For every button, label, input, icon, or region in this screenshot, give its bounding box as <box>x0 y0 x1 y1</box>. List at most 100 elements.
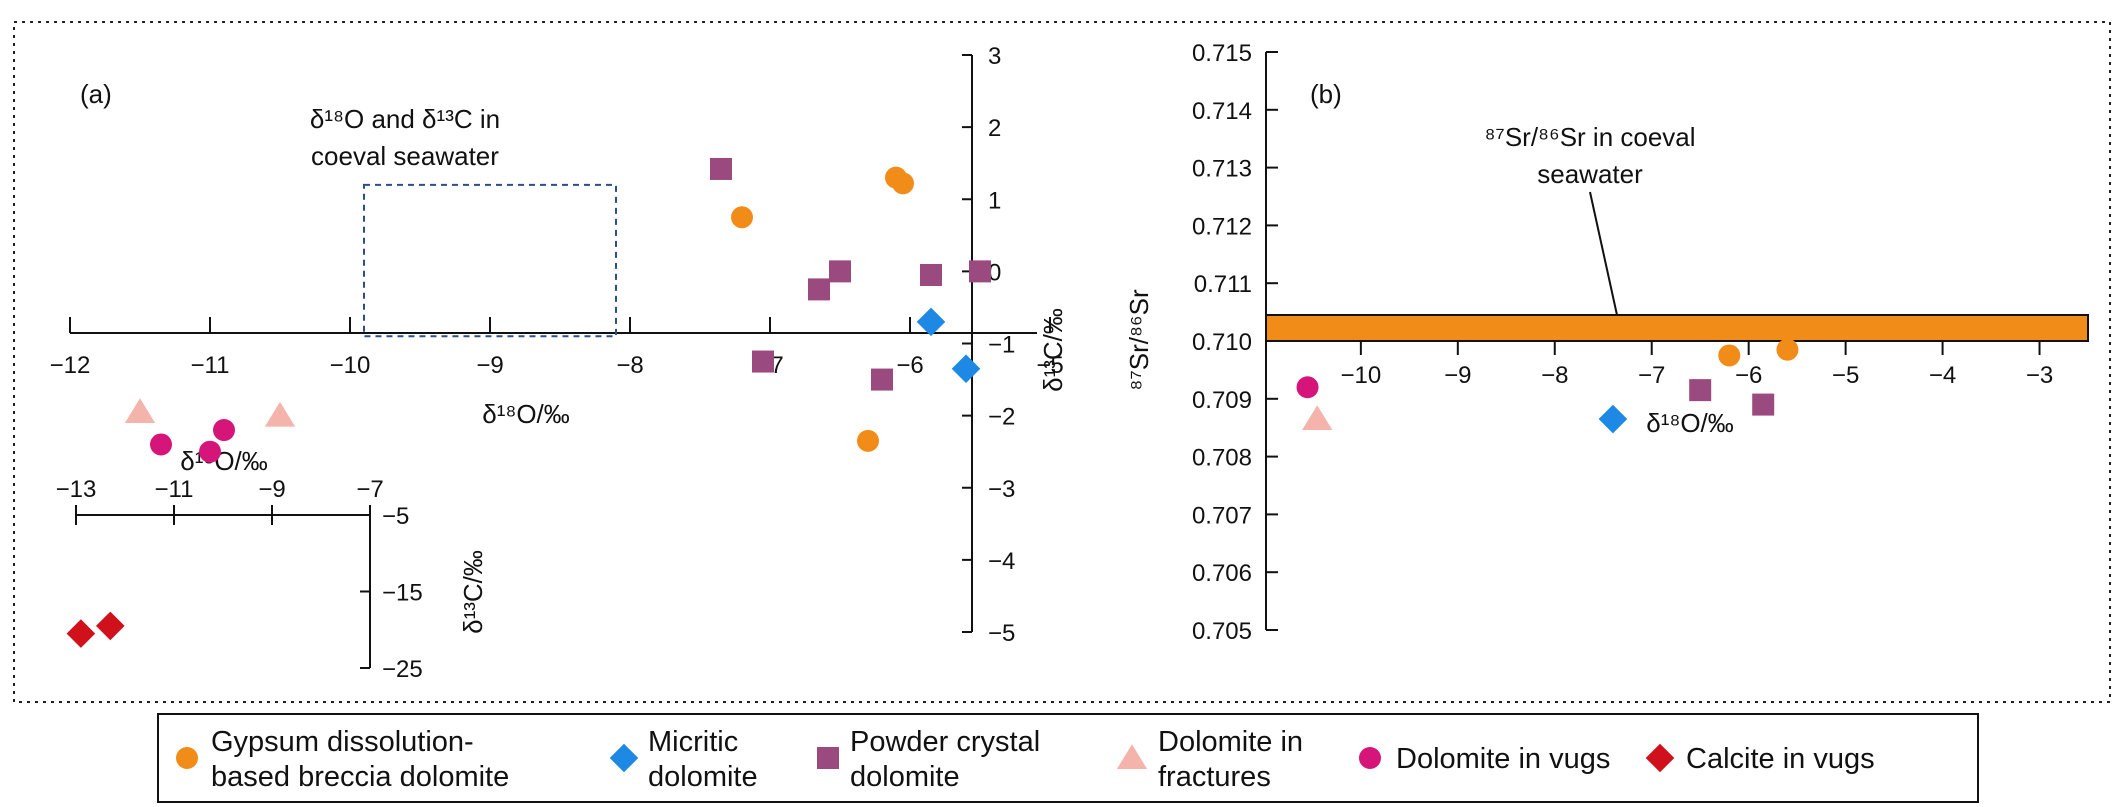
panel-b-data-point <box>1302 405 1333 431</box>
inset-y-tick-label: −15 <box>382 580 423 607</box>
legend-label: Gypsum dissolution- <box>211 726 474 758</box>
legend-label: fractures <box>1158 761 1271 793</box>
panel-b-y-tick-label: 0.706 <box>1192 560 1252 587</box>
legend-marker <box>817 747 839 769</box>
panel-a-data-point <box>969 260 991 283</box>
legend-label: Dolomite in <box>1158 726 1303 758</box>
panel-a-label: (a) <box>80 79 112 109</box>
panel-a-data-point <box>920 263 942 286</box>
panel-b-y-tick-label: 0.712 <box>1192 213 1252 240</box>
panel-a-x-tick-label: −6 <box>896 352 923 379</box>
inset-data-point <box>96 611 125 641</box>
panel-a-data-point <box>213 419 235 442</box>
inset-x-tick-label: −13 <box>56 476 97 503</box>
panel-b-data-point <box>1776 338 1799 361</box>
legend-marker <box>176 747 198 769</box>
panel-a-x-tick-label: −9 <box>476 352 503 379</box>
panel-b-x-tick-label: −6 <box>1735 362 1762 389</box>
panel-a-y-axis-label: δ¹³C/‰ <box>1038 308 1068 392</box>
panel-b-x-tick-label: −4 <box>1929 362 1956 389</box>
panel-a-data-point <box>892 172 914 195</box>
legend-label: Powder crystal <box>850 726 1040 758</box>
panel-b-data-point <box>1598 404 1628 434</box>
panel-a-y-tick-label: 2 <box>988 115 1001 142</box>
panel-a-y-tick-label: −1 <box>988 332 1015 359</box>
legend-marker <box>1359 747 1381 769</box>
panel-b-y-tick-label: 0.715 <box>1192 40 1252 67</box>
panel-b-y-tick-label: 0.709 <box>1192 387 1252 414</box>
panel-b-data-point <box>1752 393 1775 416</box>
panel-a-y-tick-label: 1 <box>988 187 1001 214</box>
panel-b-x-tick-label: −8 <box>1541 362 1568 389</box>
inset-x-axis-label: δ¹⁸O/‰ <box>180 446 268 476</box>
legend-label: Calcite in vugs <box>1686 743 1875 775</box>
inset-y-tick-label: −5 <box>382 503 409 530</box>
inset-x-tick-label: −11 <box>155 476 194 503</box>
panel-b-y-tick-label: 0.708 <box>1192 445 1252 472</box>
panel-b-annotation-line1: ⁸⁷Sr/⁸⁶Sr in coeval <box>1484 122 1695 152</box>
legend: Gypsum dissolution-based breccia dolomit… <box>176 726 1875 793</box>
plot-layer: −12 −11 −10 −9 −8 −7 −6 −5 3 2 1 0 −1 −2 −3 −4 −5 −13 −11 −… <box>50 40 2089 683</box>
panel-a-x-axis-label: δ¹⁸O/‰ <box>482 399 570 429</box>
panel-b-y-tick-label: 0.713 <box>1192 156 1252 183</box>
legend-marker <box>609 743 639 773</box>
panel-b-y-axis-label: ⁸⁷Sr/⁸⁶Sr <box>1124 289 1154 391</box>
panel-a-data-point <box>199 440 221 463</box>
panel-a-y-tick-label: −4 <box>988 548 1015 575</box>
panel-b-x-tick-label: −3 <box>2026 362 2053 389</box>
panel-a-data-point <box>264 401 296 427</box>
panel-b-annotation-line2: seawater <box>1537 159 1643 189</box>
legend-label: Micritic <box>648 726 738 758</box>
panel-a-data-point <box>752 350 774 373</box>
inset-data-point <box>66 619 96 648</box>
panel-a-data-point <box>124 398 156 424</box>
inset-x-tick-label: −9 <box>258 476 285 503</box>
panel-b-x-tick-label: −10 <box>1341 362 1382 389</box>
panel-a-data-point <box>808 278 830 301</box>
panel-a-x-tick-label: −12 <box>50 352 91 379</box>
panel-a-data-point <box>916 307 946 337</box>
panel-a-y-tick-label: 3 <box>988 43 1001 70</box>
panel-a-x-tick-label: −11 <box>191 352 230 379</box>
panel-b-seawater-band <box>1265 313 2089 342</box>
panel-a-annotation-line1: δ¹⁸O and δ¹³C in <box>310 104 500 134</box>
panel-b-data-point <box>1689 379 1712 402</box>
figure-frame <box>13 21 2111 703</box>
legend-label: based breccia dolomite <box>211 761 509 793</box>
panel-a-annotation-line2: coeval seawater <box>311 141 499 171</box>
panel-a-data-point <box>710 157 732 180</box>
panel-b-y-tick-label: 0.705 <box>1192 618 1252 645</box>
panel-b-x-axis-label: δ¹⁸O/‰ <box>1646 408 1734 438</box>
legend-marker <box>1116 744 1148 769</box>
panel-a-data-point <box>150 433 172 456</box>
panel-a-x-tick-label: −10 <box>330 352 371 379</box>
panel-b-x-tick-label: −7 <box>1638 362 1665 389</box>
legend-label: dolomite <box>850 761 960 793</box>
panel-a-y-tick-label: −5 <box>988 620 1015 647</box>
panel-b-data-point <box>1296 376 1319 399</box>
panel-a-x-tick-label: −5 <box>1036 352 1063 379</box>
panel-a-y-tick-label: −2 <box>988 404 1015 431</box>
panel-b-y-tick-label: 0.710 <box>1192 329 1252 356</box>
inset-y-axis-label: δ¹³C/‰ <box>458 550 488 634</box>
legend-marker <box>1645 743 1675 773</box>
panel-b-y-tick-label: 0.707 <box>1192 502 1252 529</box>
panel-b-x-tick-label: −9 <box>1444 362 1471 389</box>
panel-a-data-point <box>857 429 879 452</box>
panel-a-data-point <box>951 354 981 384</box>
panel-a-y-tick-label: 0 <box>988 259 1001 286</box>
legend-label: dolomite <box>648 761 758 793</box>
panel-b-y-tick-label: 0.714 <box>1192 98 1252 125</box>
panel-b-data-point <box>1718 344 1741 367</box>
panel-a-data-point <box>871 368 893 391</box>
panel-b-x-tick-label: −5 <box>1832 362 1859 389</box>
legend-box <box>157 713 1979 803</box>
panel-b-y-tick-label: 0.711 <box>1194 271 1252 298</box>
legend-label: Dolomite in vugs <box>1396 743 1610 775</box>
panel-a-data-point <box>829 260 851 283</box>
panel-a-x-tick-label: −8 <box>616 352 643 379</box>
inset-y-tick-label: −25 <box>382 656 423 683</box>
panel-a-data-point <box>731 206 753 229</box>
panel-a-y-tick-label: −3 <box>988 476 1015 503</box>
